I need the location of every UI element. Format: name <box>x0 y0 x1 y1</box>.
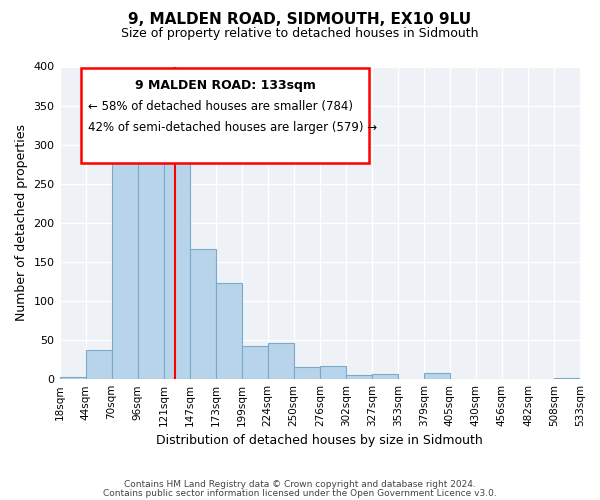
Bar <box>268 343 294 379</box>
Bar <box>112 148 137 379</box>
Text: Size of property relative to detached houses in Sidmouth: Size of property relative to detached ho… <box>121 28 479 40</box>
Bar <box>424 373 450 379</box>
Text: 9, MALDEN ROAD, SIDMOUTH, EX10 9LU: 9, MALDEN ROAD, SIDMOUTH, EX10 9LU <box>128 12 472 28</box>
Bar <box>320 366 346 379</box>
Bar <box>215 283 242 379</box>
Text: Contains public sector information licensed under the Open Government Licence v3: Contains public sector information licen… <box>103 488 497 498</box>
Bar <box>59 377 86 379</box>
Bar <box>86 350 112 379</box>
X-axis label: Distribution of detached houses by size in Sidmouth: Distribution of detached houses by size … <box>157 434 483 448</box>
Y-axis label: Number of detached properties: Number of detached properties <box>15 124 28 322</box>
Bar <box>372 374 398 379</box>
Text: 42% of semi-detached houses are larger (579) →: 42% of semi-detached houses are larger (… <box>88 122 377 134</box>
Bar <box>242 346 268 379</box>
Bar <box>346 376 372 379</box>
Text: 9 MALDEN ROAD: 133sqm: 9 MALDEN ROAD: 133sqm <box>134 78 316 92</box>
Text: Contains HM Land Registry data © Crown copyright and database right 2024.: Contains HM Land Registry data © Crown c… <box>124 480 476 489</box>
Bar <box>137 121 164 379</box>
Text: ← 58% of detached houses are smaller (784): ← 58% of detached houses are smaller (78… <box>88 100 353 113</box>
Bar <box>190 248 215 379</box>
Bar <box>294 366 320 379</box>
Bar <box>554 378 580 379</box>
Bar <box>164 160 190 379</box>
